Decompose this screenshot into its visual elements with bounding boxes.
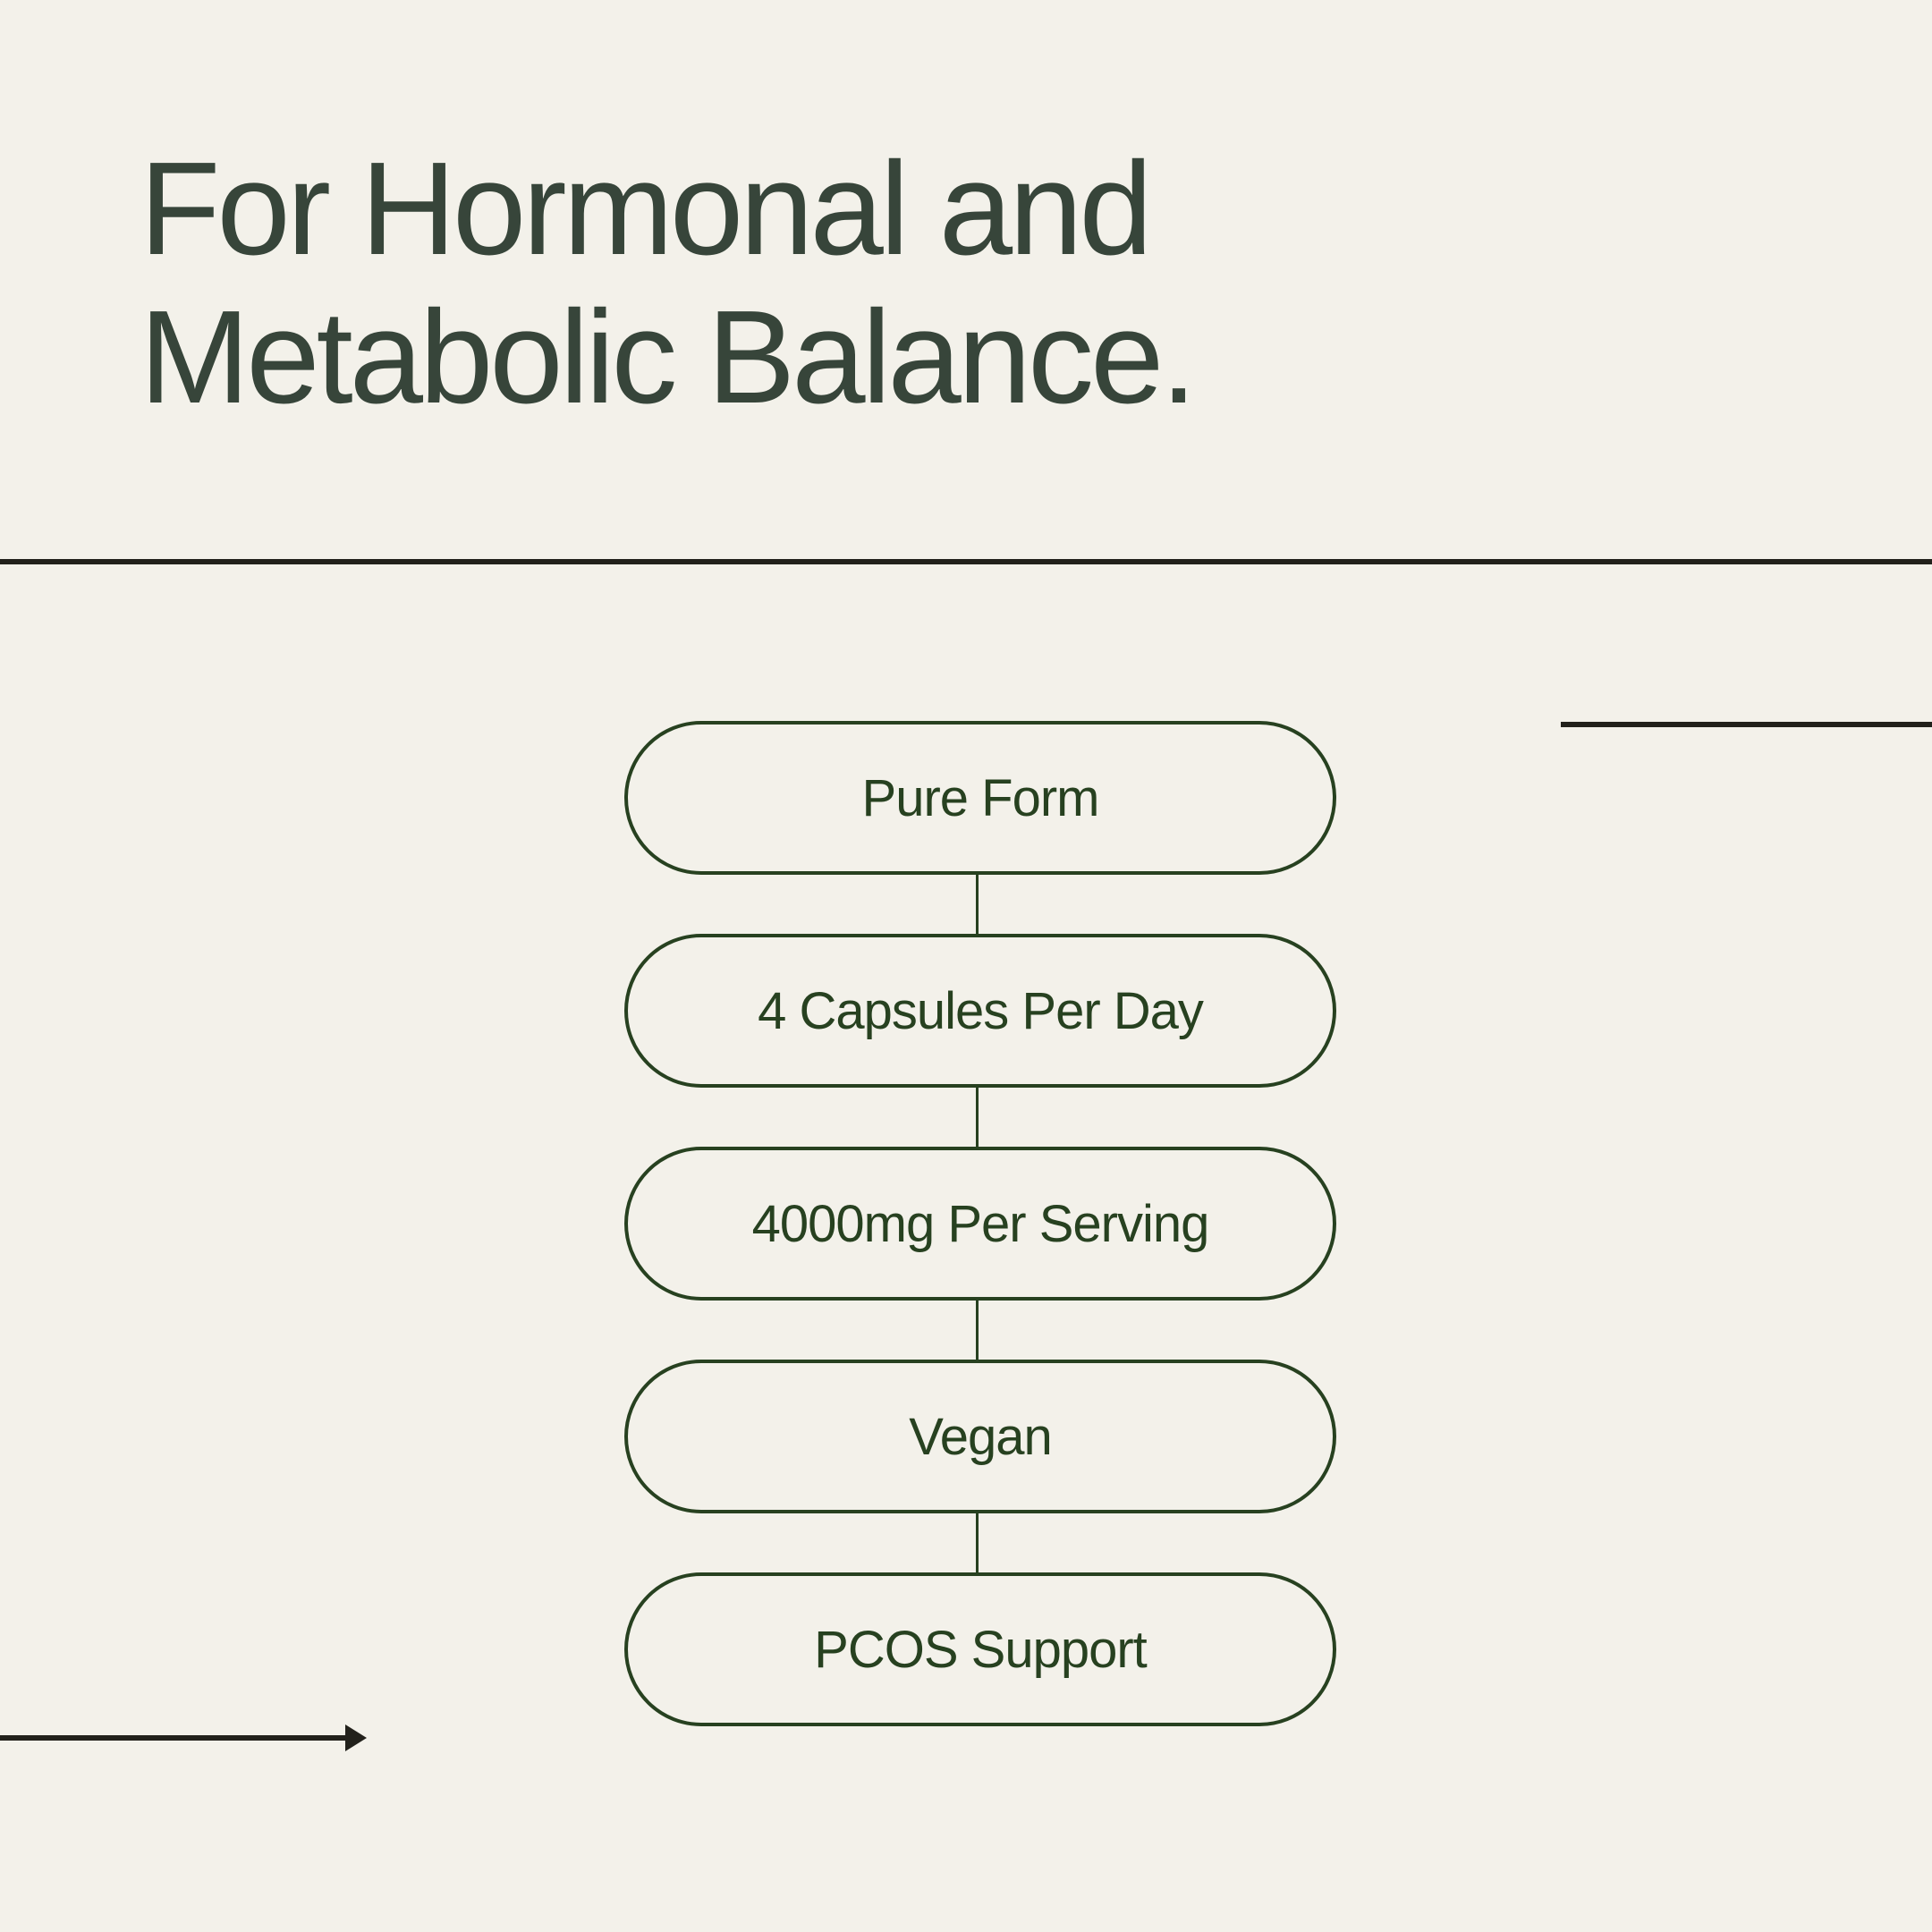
arrowhead-icon xyxy=(345,1724,367,1751)
flowchart-node-label: PCOS Support xyxy=(814,1620,1148,1679)
flowchart-node-label: Vegan xyxy=(909,1407,1053,1466)
flowchart-node-pcos-support: PCOS Support xyxy=(624,1572,1336,1726)
flowchart-node-pure-form: Pure Form xyxy=(624,721,1336,875)
flowchart-connector xyxy=(976,1088,979,1147)
flowchart-node-mg-per-serving: 4000mg Per Serving xyxy=(624,1147,1336,1301)
flowchart-connector xyxy=(976,1513,979,1572)
flowchart-connector xyxy=(976,875,979,934)
flowchart-node-label: 4 Capsules Per Day xyxy=(758,981,1204,1040)
title-line-2: Metabolic Balance. xyxy=(140,284,1197,431)
arrow-shaft xyxy=(0,1735,349,1741)
section-divider-line xyxy=(0,559,1932,564)
title-line-1: For Hormonal and xyxy=(140,135,1153,283)
top-right-accent-line xyxy=(1561,722,1932,727)
flowchart-node-vegan: Vegan xyxy=(624,1360,1336,1513)
page-title: For Hormonal and Metabolic Balance. xyxy=(140,135,1197,432)
flowchart-node-capsules-per-day: 4 Capsules Per Day xyxy=(624,934,1336,1088)
flowchart-node-label: 4000mg Per Serving xyxy=(751,1194,1210,1253)
flowchart-connector xyxy=(976,1301,979,1360)
flowchart-node-label: Pure Form xyxy=(861,768,1100,827)
